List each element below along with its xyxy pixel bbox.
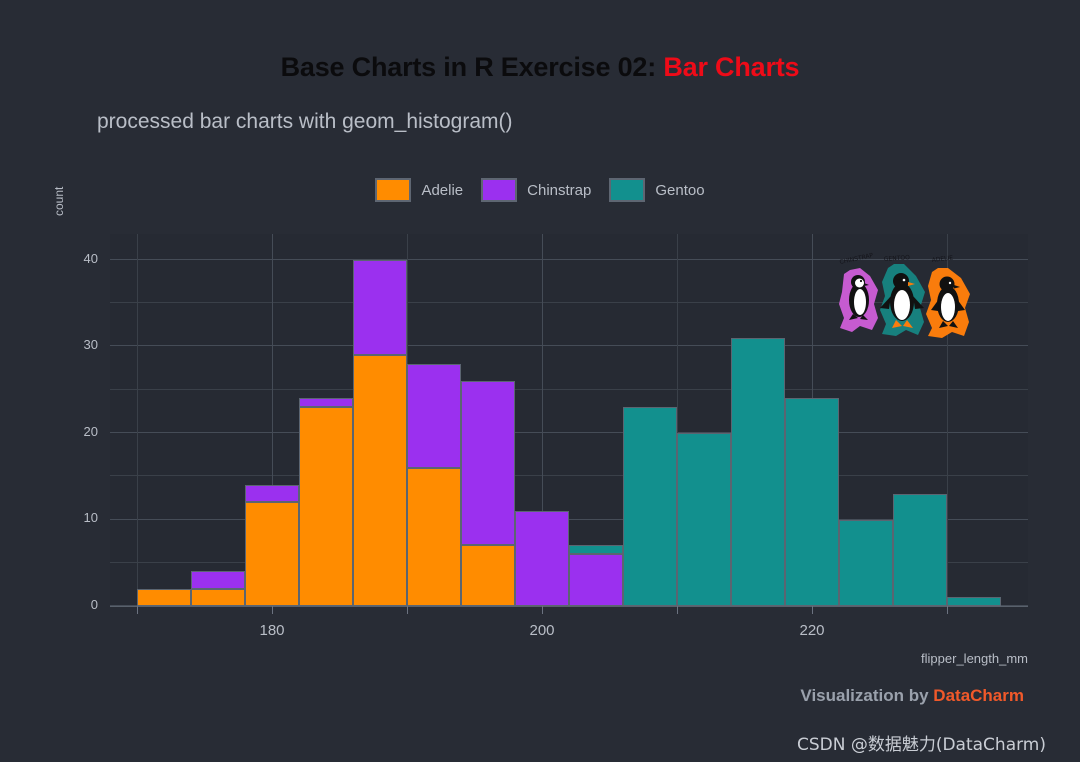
legend-key-chinstrap: [481, 178, 518, 202]
caption-brand: DataCharm: [933, 686, 1024, 705]
bar-segment-gentoo[interactable]: [731, 337, 785, 606]
title-accent: Bar Charts: [663, 52, 800, 82]
bar-segment-chinstrap[interactable]: [191, 571, 245, 589]
y-tick-label-30: 30: [83, 337, 98, 353]
x-tick-170: [137, 606, 138, 614]
bar-segment-chinstrap[interactable]: [569, 554, 623, 606]
chart-legend: Adelie Chinstrap Gentoo: [0, 178, 1080, 202]
x-tick-180: [272, 606, 273, 614]
histogram-bin[interactable]: [731, 234, 785, 606]
gridline-y-30: [110, 345, 1028, 347]
gridline-y-20: [110, 431, 1028, 433]
bar-segment-chinstrap[interactable]: [515, 510, 569, 606]
histogram-bin[interactable]: [299, 234, 353, 606]
x-tick-label-200: 200: [529, 622, 555, 639]
bar-segment-adelie[interactable]: [137, 588, 191, 606]
legend-label-adelie: Adelie: [421, 181, 464, 199]
x-tick-label-180: 180: [259, 622, 285, 639]
bar-segment-gentoo[interactable]: [947, 597, 1001, 606]
y-axis-title: count: [52, 186, 66, 216]
y-tick-label-10: 10: [83, 510, 98, 526]
histogram-bin[interactable]: [947, 234, 1001, 606]
histogram-bin[interactable]: [407, 234, 461, 606]
page-subtitle: processed bar charts with geom_histogram…: [97, 110, 513, 133]
gridline-x-200: [542, 234, 543, 606]
logo-label-gentoo: GENTOO: [884, 254, 911, 263]
gridline-y-15: [110, 475, 1028, 477]
gridline-x-230: [947, 234, 948, 606]
legend-item-chinstrap[interactable]: Chinstrap: [481, 178, 591, 202]
bar-segment-chinstrap[interactable]: [407, 363, 461, 468]
attribution-caption: Visualization by DataCharm: [800, 686, 1024, 706]
histogram-bin[interactable]: [839, 234, 893, 606]
histogram-bin[interactable]: [623, 234, 677, 606]
caption-prefix: Visualization by: [800, 686, 934, 705]
bar-segment-gentoo[interactable]: [785, 398, 839, 606]
legend-item-adelie[interactable]: Adelie: [375, 178, 463, 202]
histogram-bin[interactable]: [893, 234, 947, 606]
bar-segment-chinstrap[interactable]: [245, 484, 299, 503]
histogram-bin[interactable]: [353, 234, 407, 606]
x-tick-label-220: 220: [799, 622, 825, 639]
y-tick-label-20: 20: [83, 423, 98, 439]
histogram-bin[interactable]: [515, 234, 569, 606]
histogram-bin[interactable]: [785, 234, 839, 606]
x-tick-200: [542, 606, 543, 614]
histogram-bin[interactable]: [569, 234, 623, 606]
gridline-x-170: [137, 234, 138, 606]
bar-segment-adelie[interactable]: [299, 407, 353, 606]
gridline-x-210: [677, 234, 678, 606]
gridline-x-180: [272, 234, 273, 606]
x-axis-line: [110, 606, 1028, 607]
y-tick-label-40: 40: [83, 250, 98, 266]
gridline-y-10: [110, 518, 1028, 520]
legend-label-gentoo: Gentoo: [655, 181, 705, 199]
bar-series-group: [110, 234, 1028, 606]
bar-segment-gentoo[interactable]: [569, 545, 623, 555]
legend-key-gentoo: [609, 178, 646, 202]
x-tick-230: [947, 606, 948, 614]
watermark-text: CSDN @数据魅力(DataCharm): [796, 735, 1046, 755]
histogram-bin[interactable]: [191, 234, 245, 606]
bar-segment-gentoo[interactable]: [839, 519, 893, 606]
x-tick-190: [407, 606, 408, 614]
x-tick-210: [677, 606, 678, 614]
title-main: Base Charts in R Exercise 02:: [280, 52, 657, 82]
bar-segment-gentoo[interactable]: [623, 407, 677, 606]
bar-segment-chinstrap[interactable]: [461, 381, 515, 546]
bar-segment-gentoo[interactable]: [893, 493, 947, 606]
legend-label-chinstrap: Chinstrap: [527, 181, 592, 199]
bar-segment-adelie[interactable]: [461, 545, 515, 606]
bar-segment-adelie[interactable]: [245, 502, 299, 606]
logo-label-chinstrap: CHINSTRAP: [839, 252, 874, 266]
legend-item-gentoo[interactable]: Gentoo: [609, 178, 705, 202]
histogram-bin[interactable]: [137, 234, 191, 606]
three-penguins-logo-icon: CHINSTRAP GENTOO ADELIE: [839, 252, 970, 338]
y-tick-label-0: 0: [90, 597, 98, 612]
bar-segment-chinstrap[interactable]: [353, 259, 407, 356]
gridline-y-40: [110, 258, 1028, 260]
bar-segment-adelie[interactable]: [353, 355, 407, 606]
logo-label-adelie: ADELIE: [931, 254, 953, 264]
page-title: Base Charts in R Exercise 02: Bar Charts: [0, 52, 1080, 83]
legend-key-adelie: [375, 178, 412, 202]
histogram-bin[interactable]: [461, 234, 515, 606]
bar-segment-adelie[interactable]: [407, 467, 461, 606]
bar-segment-adelie[interactable]: [191, 588, 245, 606]
bar-segment-gentoo[interactable]: [677, 432, 731, 606]
gridline-y-35: [110, 302, 1028, 304]
x-tick-220: [812, 606, 813, 614]
histogram-bin[interactable]: [677, 234, 731, 606]
x-axis-title: flipper_length_mm: [921, 651, 1028, 666]
bar-segment-chinstrap[interactable]: [299, 398, 353, 408]
histogram-bin[interactable]: [245, 234, 299, 606]
gridline-y-25: [110, 388, 1028, 390]
